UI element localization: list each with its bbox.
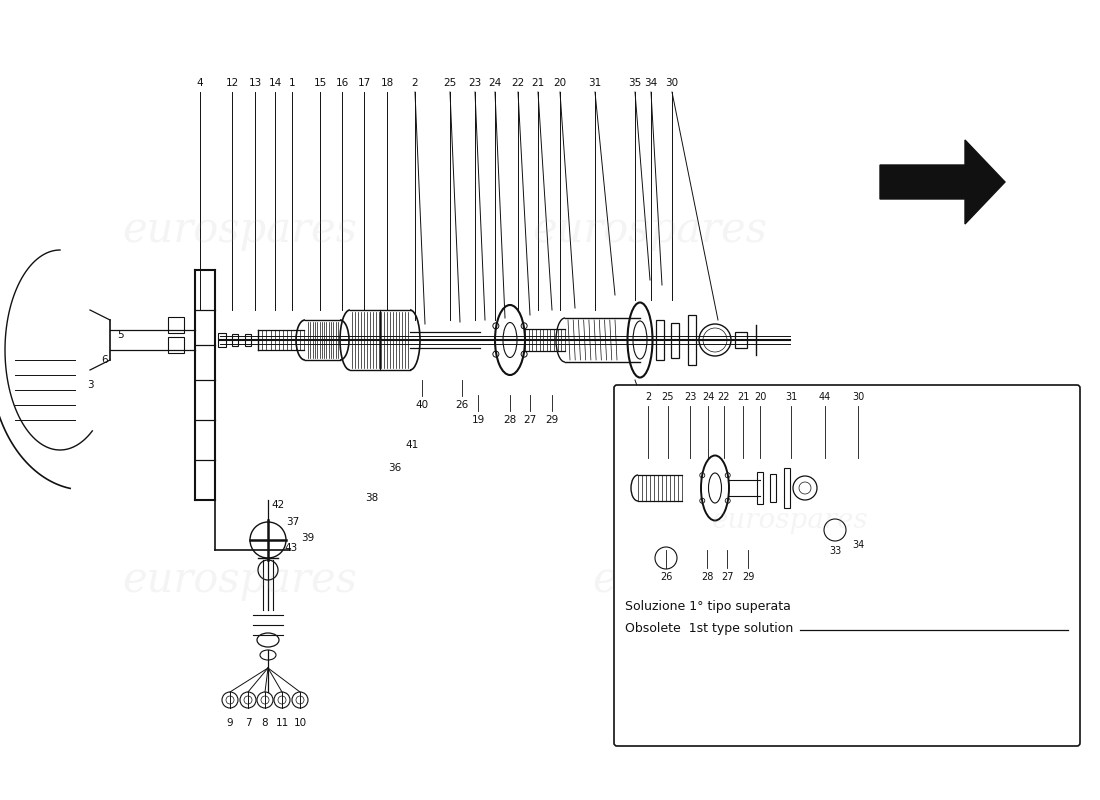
Text: 23: 23 <box>469 78 482 88</box>
Text: 4: 4 <box>197 78 204 88</box>
Text: 7: 7 <box>244 718 251 728</box>
Bar <box>245 334 251 346</box>
Text: 12: 12 <box>226 78 239 88</box>
Text: 26: 26 <box>455 400 469 410</box>
Text: 20: 20 <box>553 78 566 88</box>
Text: 30: 30 <box>851 392 865 402</box>
Text: 22: 22 <box>512 78 525 88</box>
Text: 18: 18 <box>381 78 394 88</box>
Bar <box>784 468 790 508</box>
Text: 36: 36 <box>388 463 401 473</box>
Polygon shape <box>880 140 1005 224</box>
Text: 27: 27 <box>524 415 537 425</box>
Bar <box>168 317 184 333</box>
Text: 28: 28 <box>701 572 713 582</box>
Text: 34: 34 <box>851 540 865 550</box>
Text: 20: 20 <box>754 392 767 402</box>
Bar <box>671 322 679 358</box>
Text: 5: 5 <box>117 330 123 340</box>
Text: 38: 38 <box>365 493 378 503</box>
Text: 14: 14 <box>268 78 282 88</box>
Bar <box>168 337 184 353</box>
Text: 29: 29 <box>546 415 559 425</box>
Text: 43: 43 <box>284 543 297 553</box>
Bar <box>656 320 664 360</box>
Text: 9: 9 <box>227 718 233 728</box>
Text: 2: 2 <box>411 78 418 88</box>
Text: eurospares: eurospares <box>122 559 358 601</box>
Text: 28: 28 <box>504 415 517 425</box>
FancyBboxPatch shape <box>614 385 1080 746</box>
Text: 24: 24 <box>702 392 714 402</box>
Text: 19: 19 <box>472 415 485 425</box>
Text: 21: 21 <box>531 78 544 88</box>
Text: 39: 39 <box>301 533 315 543</box>
Text: 23: 23 <box>684 392 696 402</box>
Text: 3: 3 <box>87 380 94 390</box>
Bar <box>757 472 763 504</box>
Text: 17: 17 <box>358 78 371 88</box>
Text: 29: 29 <box>741 572 755 582</box>
Text: eurospares: eurospares <box>712 506 868 534</box>
Text: eurospares: eurospares <box>593 559 827 601</box>
Text: 1: 1 <box>288 78 295 88</box>
Text: 10: 10 <box>294 718 307 728</box>
Text: 35: 35 <box>628 78 641 88</box>
Bar <box>218 333 226 347</box>
Text: 31: 31 <box>785 392 798 402</box>
Text: 32: 32 <box>637 403 650 413</box>
Text: 42: 42 <box>272 500 285 510</box>
Text: 44: 44 <box>818 392 832 402</box>
Text: 16: 16 <box>336 78 349 88</box>
Text: 2: 2 <box>645 392 651 402</box>
Text: 24: 24 <box>488 78 502 88</box>
Text: 11: 11 <box>275 718 288 728</box>
Text: 8: 8 <box>262 718 268 728</box>
Text: eurospares: eurospares <box>532 209 768 251</box>
Text: 41: 41 <box>405 440 418 450</box>
Text: 25: 25 <box>662 392 674 402</box>
Text: 22: 22 <box>717 392 730 402</box>
Bar <box>735 332 747 348</box>
Text: Soluzione 1° tipo superata: Soluzione 1° tipo superata <box>625 600 791 613</box>
Bar <box>770 474 776 502</box>
Text: 13: 13 <box>249 78 262 88</box>
Text: 27: 27 <box>720 572 734 582</box>
Text: eurospares: eurospares <box>122 209 358 251</box>
Text: 33: 33 <box>829 546 842 556</box>
Text: 21: 21 <box>737 392 749 402</box>
Text: 30: 30 <box>666 78 679 88</box>
Text: 37: 37 <box>286 517 299 527</box>
Text: Obsolete  1st type solution: Obsolete 1st type solution <box>625 622 793 635</box>
Text: 15: 15 <box>314 78 327 88</box>
Text: 33: 33 <box>657 413 670 423</box>
Bar <box>232 334 238 346</box>
Text: 25: 25 <box>443 78 456 88</box>
Text: 34: 34 <box>645 78 658 88</box>
Text: 26: 26 <box>660 572 672 582</box>
Text: 6: 6 <box>101 355 108 365</box>
Bar <box>688 315 696 365</box>
Text: 40: 40 <box>416 400 429 410</box>
Text: 31: 31 <box>588 78 602 88</box>
